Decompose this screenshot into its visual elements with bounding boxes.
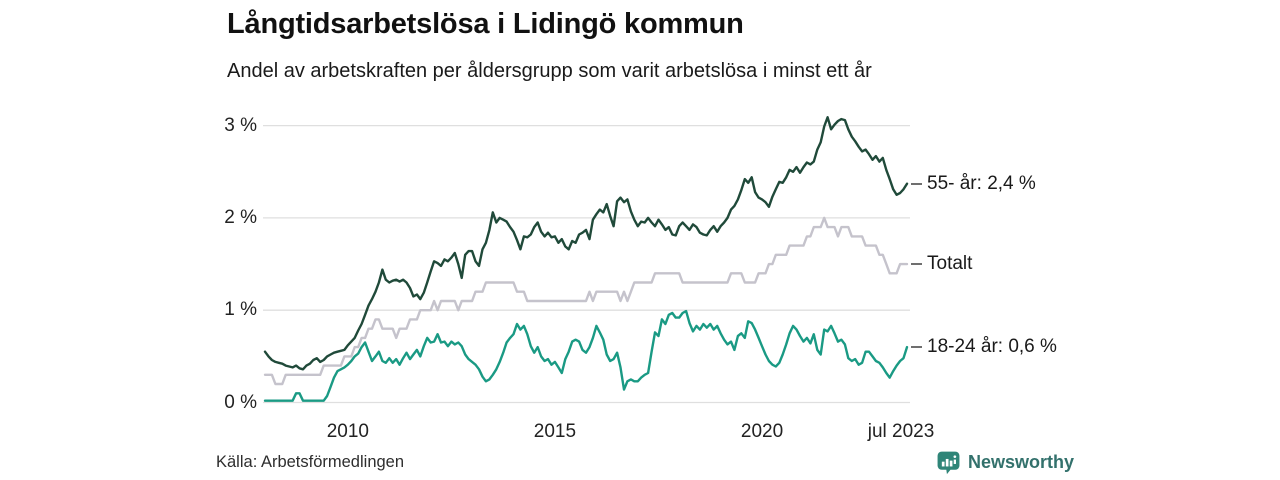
series-line-18-24-r xyxy=(263,309,909,402)
end-label-leader-dash xyxy=(911,263,922,266)
y-tick-label-2: 2 % xyxy=(224,206,257,228)
brand-name: Newsworthy xyxy=(968,452,1075,472)
x-tick-label-jul-2023: jul 2023 xyxy=(867,421,935,442)
series-line-55-r xyxy=(263,116,909,371)
x-tick-label-2015: 2015 xyxy=(533,421,577,442)
end-label-18-24-r: 18-24 år: 0,6 % xyxy=(911,336,1057,358)
y-tick-label-0: 0 % xyxy=(224,391,257,413)
y-tick-label-3: 3 % xyxy=(224,114,257,136)
source-note: Källa: Arbetsförmedlingen xyxy=(216,453,405,471)
page-title: Långtidsarbetslösa i Lidingö kommun xyxy=(227,8,744,40)
newsworthy-brand-link[interactable]: Newsworthy xyxy=(936,450,1074,475)
newsworthy-bubble-barchart-icon xyxy=(937,451,960,475)
end-label-55-r: 55- år: 2,4 % xyxy=(911,173,1036,195)
x-tick-label-2020: 2020 xyxy=(740,421,784,442)
end-label-text: 55- år: 2,4 % xyxy=(927,172,1036,194)
end-label-Totalt: Totalt xyxy=(911,253,972,275)
y-tick-label-1: 1 % xyxy=(224,299,257,321)
end-label-text: 18-24 år: 0,6 % xyxy=(927,336,1057,358)
x-tick-label-2010: 2010 xyxy=(326,421,369,442)
end-label-leader-dash xyxy=(911,182,922,185)
chart-subtitle: Andel av arbetskraften per åldersgrupp s… xyxy=(227,60,872,82)
end-label-leader-dash xyxy=(911,346,922,349)
end-label-text: Totalt xyxy=(927,253,973,275)
series-line-Totalt xyxy=(263,216,909,386)
